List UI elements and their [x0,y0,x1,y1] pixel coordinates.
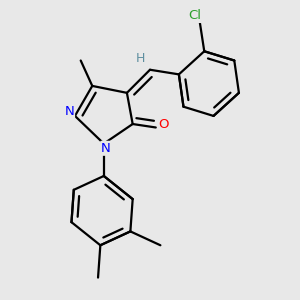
Text: H: H [136,52,146,65]
Text: O: O [159,118,169,130]
Text: N: N [101,142,111,155]
Text: Cl: Cl [188,9,202,22]
Text: N: N [64,105,74,118]
